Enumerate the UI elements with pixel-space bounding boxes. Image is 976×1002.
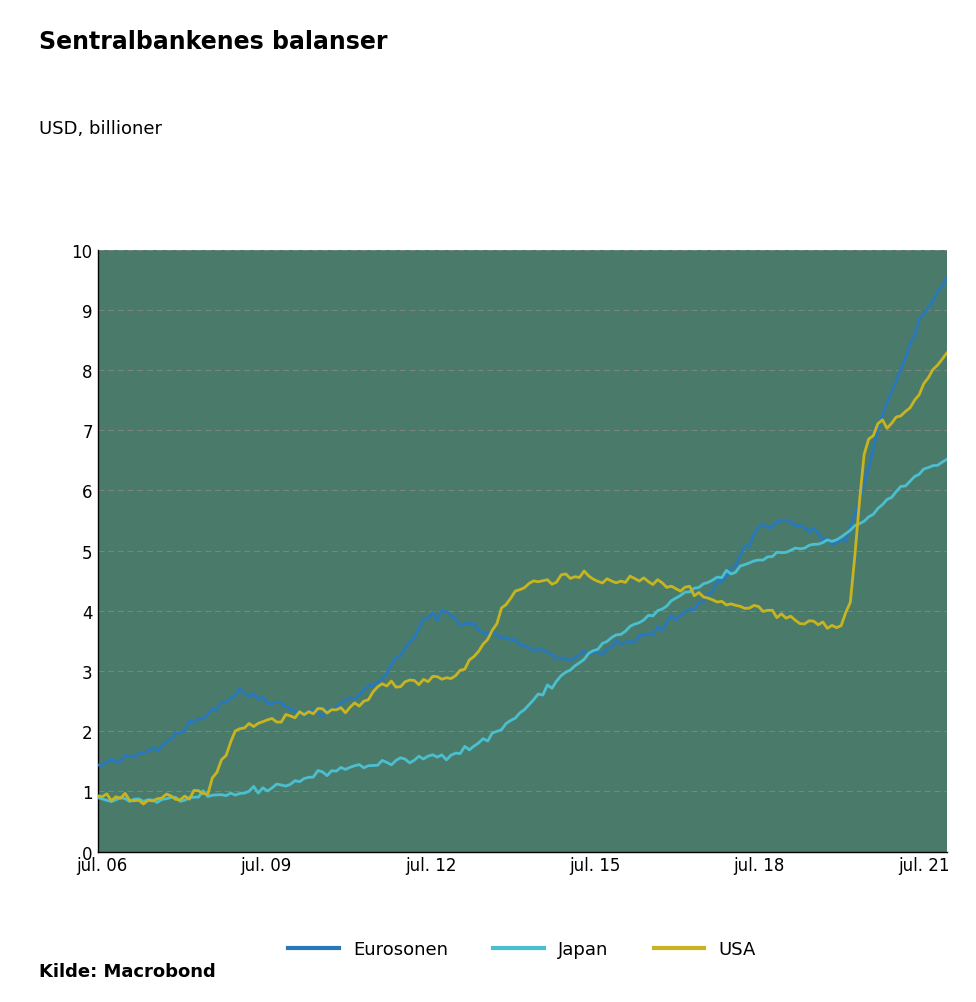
Text: Sentralbankenes balanser: Sentralbankenes balanser xyxy=(39,30,387,54)
Text: Kilde: Macrobond: Kilde: Macrobond xyxy=(39,962,216,980)
Text: USD, billioner: USD, billioner xyxy=(39,120,162,138)
Legend: Eurosonen, Japan, USA: Eurosonen, Japan, USA xyxy=(281,933,763,965)
